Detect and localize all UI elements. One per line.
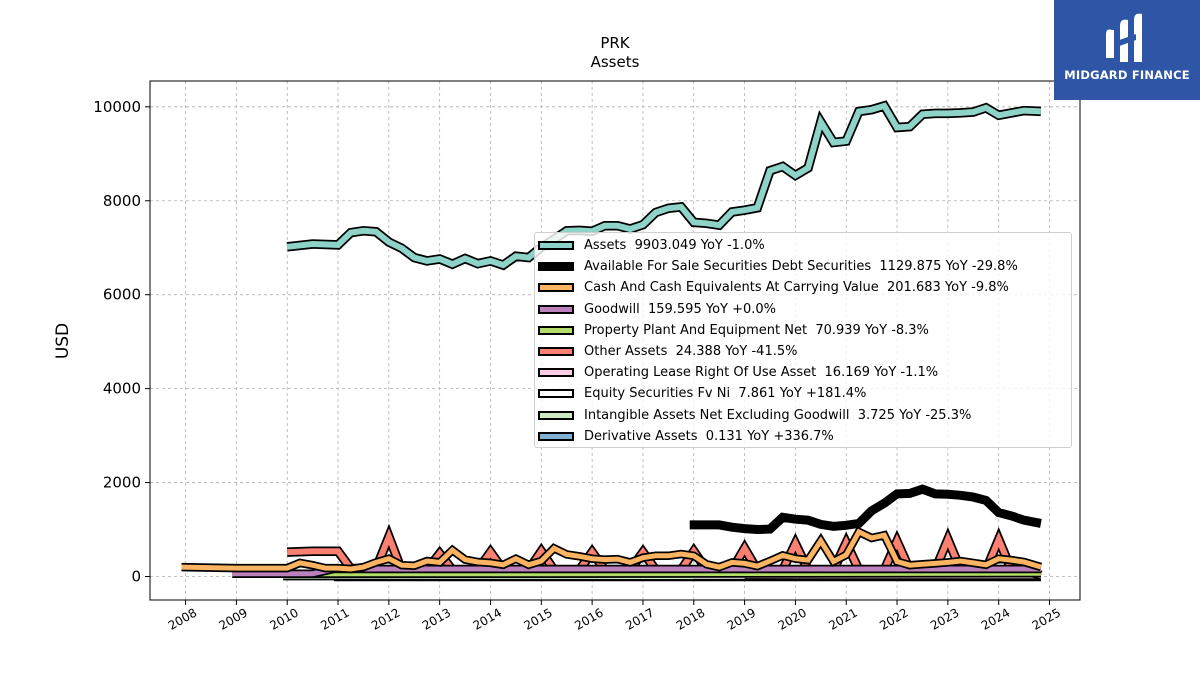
series-line-1 bbox=[689, 484, 1042, 535]
series-path bbox=[283, 570, 1041, 577]
legend-item: Intangible Assets Net Excluding Goodwill… bbox=[537, 405, 1071, 426]
legend-item: Goodwill 159.595 YoY +0.0% bbox=[537, 299, 1071, 320]
series-lines bbox=[181, 100, 1043, 582]
x-tick-label: 2023 bbox=[928, 605, 961, 632]
y-axis: 0 2000 4000 6000 8000 10000 bbox=[93, 98, 150, 586]
legend-label: Property Plant And Equipment Net 70.939 … bbox=[584, 322, 929, 338]
legend-swatch bbox=[538, 283, 574, 293]
legend-swatch bbox=[538, 347, 574, 357]
brand-logo: MIDGARD FINANCE bbox=[1054, 0, 1200, 100]
legend-swatch bbox=[538, 304, 574, 314]
series-path bbox=[286, 102, 1042, 269]
legend-label: Goodwill 159.595 YoY +0.0% bbox=[584, 301, 777, 317]
series-path bbox=[181, 528, 1042, 572]
x-tick-label: 2019 bbox=[725, 605, 758, 632]
legend-swatch bbox=[538, 262, 574, 272]
x-tick-label: 2010 bbox=[267, 605, 300, 632]
legend-label: Derivative Assets 0.131 YoY +336.7% bbox=[584, 428, 834, 444]
legend-item: Equity Securities Fv Ni 7.861 YoY +181.4… bbox=[537, 383, 1071, 404]
x-tick-label: 2013 bbox=[420, 605, 453, 632]
x-tick-label: 2020 bbox=[776, 605, 809, 632]
x-axis: 2008 2009 2010 2011 2012 2013 2014 2015 2016 2017… bbox=[166, 600, 1063, 633]
x-tick-label: 2008 bbox=[166, 605, 199, 632]
y-tick-label: 8000 bbox=[103, 192, 141, 210]
legend-label: Available For Sale Securities Debt Secur… bbox=[584, 259, 1018, 275]
legend-label: Operating Lease Right Of Use Asset 16.16… bbox=[584, 365, 939, 381]
legend-item: Cash And Cash Equivalents At Carrying Va… bbox=[537, 277, 1071, 298]
legend-label: Equity Securities Fv Ni 7.861 YoY +181.4… bbox=[584, 386, 867, 402]
legend-swatch bbox=[538, 368, 574, 378]
legend-item: Available For Sale Securities Debt Secur… bbox=[537, 256, 1071, 277]
y-tick-label: 0 bbox=[131, 568, 141, 586]
y-tick-label: 4000 bbox=[103, 380, 141, 398]
brand-name: MIDGARD FINANCE bbox=[1064, 68, 1190, 82]
x-tick-label: 2018 bbox=[674, 605, 707, 632]
legend-swatch bbox=[538, 325, 574, 335]
x-tick-label: 2015 bbox=[521, 605, 554, 632]
x-tick-label: 2012 bbox=[369, 605, 402, 632]
series-line-2 bbox=[181, 526, 1043, 574]
x-tick-label: 2017 bbox=[623, 605, 656, 632]
x-tick-label: 2009 bbox=[217, 605, 250, 632]
legend-label: Intangible Assets Net Excluding Goodwill… bbox=[584, 407, 972, 423]
midgard-logo-icon bbox=[1106, 13, 1142, 63]
legend-swatch bbox=[538, 431, 574, 441]
x-tick-label: 2021 bbox=[826, 605, 859, 632]
series-line-3 bbox=[232, 564, 1041, 578]
legend-label: Cash And Cash Equivalents At Carrying Va… bbox=[584, 280, 1009, 296]
legend-swatch bbox=[538, 410, 574, 420]
x-tick-label: 2014 bbox=[471, 605, 504, 632]
legend-item: Derivative Assets 0.131 YoY +336.7% bbox=[537, 426, 1071, 447]
legend-item: Other Assets 24.388 YoY -41.5% bbox=[537, 341, 1071, 362]
series-line-0 bbox=[286, 100, 1042, 271]
legend-swatch bbox=[538, 389, 574, 399]
plot-frame bbox=[149, 80, 1081, 601]
x-tick-label: 2024 bbox=[979, 605, 1012, 632]
y-axis-label: USD bbox=[53, 323, 73, 359]
chart-subtitle: Assets bbox=[591, 53, 640, 71]
legend-label: Assets 9903.049 YoY -1.0% bbox=[584, 238, 765, 254]
series-path bbox=[232, 566, 1041, 577]
y-tick-label: 6000 bbox=[103, 286, 141, 304]
x-tick-label: 2016 bbox=[572, 605, 605, 632]
legend-swatch bbox=[538, 241, 574, 251]
x-tick-label: 2011 bbox=[318, 605, 351, 632]
series-line-4 bbox=[283, 568, 1041, 578]
x-tick-label: 2022 bbox=[877, 605, 910, 632]
legend-item: Operating Lease Right Of Use Asset 16.16… bbox=[537, 362, 1071, 383]
y-tick-label: 10000 bbox=[93, 98, 141, 116]
legend-item: Assets 9903.049 YoY -1.0% bbox=[537, 235, 1071, 256]
chart-title: PRK bbox=[600, 34, 630, 52]
legend-label: Other Assets 24.388 YoY -41.5% bbox=[584, 344, 798, 360]
y-tick-label: 2000 bbox=[103, 474, 141, 492]
x-tick-label: 2025 bbox=[1030, 605, 1063, 632]
legend: Assets 9903.049 YoY -1.0% Available For S… bbox=[534, 232, 1072, 448]
series-path bbox=[689, 484, 1042, 535]
legend-item: Property Plant And Equipment Net 70.939 … bbox=[537, 320, 1071, 341]
